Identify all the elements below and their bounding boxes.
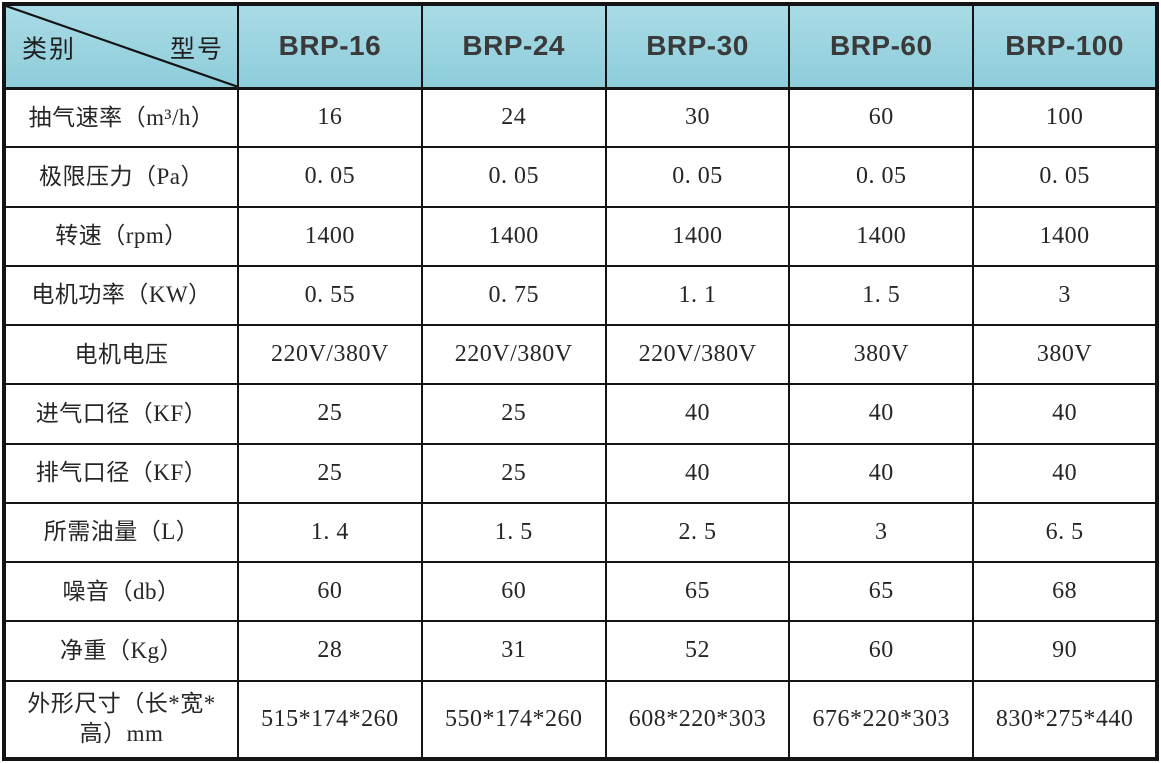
table-cell: 31 bbox=[420, 620, 607, 682]
corner-model-label: 型号 bbox=[169, 36, 224, 64]
table-cell: 25 bbox=[420, 383, 607, 445]
table-cell: 25 bbox=[237, 442, 423, 504]
table-cell: 676*220*303 bbox=[788, 679, 975, 761]
table-cell: 40 bbox=[788, 383, 975, 445]
table-cell: 25 bbox=[237, 383, 423, 445]
table-row: 电机电压 220V/380V 220V/380V 220V/380V 380V 380V bbox=[2, 323, 1159, 386]
table-row: 极限压力（Pa） 0. 05 0. 05 0. 05 0. 05 0. 05 bbox=[2, 146, 1159, 208]
table-cell: 0. 55 bbox=[237, 264, 423, 327]
table-cell: 515*174*260 bbox=[237, 679, 423, 761]
table-cell: 1400 bbox=[420, 205, 607, 267]
table-cell: 3 bbox=[972, 264, 1159, 327]
table-cell: 65 bbox=[604, 560, 791, 623]
corner-category-label: 类别 bbox=[22, 36, 77, 64]
table-cell: 0. 05 bbox=[604, 146, 791, 208]
column-header: BRP-24 bbox=[420, 2, 607, 90]
table-row: 进气口径（KF） 25 25 40 40 40 bbox=[2, 383, 1159, 445]
table-cell: 24 bbox=[420, 86, 607, 149]
table-cell: 830*275*440 bbox=[972, 679, 1159, 761]
row-label: 净重（Kg） bbox=[2, 620, 239, 682]
row-label: 转速（rpm） bbox=[2, 205, 239, 267]
row-label: 抽气速率（m³/h） bbox=[2, 86, 239, 149]
column-header: BRP-30 bbox=[604, 2, 791, 90]
table-row: 转速（rpm） 1400 1400 1400 1400 1400 bbox=[2, 205, 1159, 267]
column-header: BRP-60 bbox=[788, 2, 975, 90]
row-label: 极限压力（Pa） bbox=[2, 146, 239, 208]
table-row: 所需油量（L） 1. 4 1. 5 2. 5 3 6. 5 bbox=[2, 501, 1159, 564]
table-row: 净重（Kg） 28 31 52 60 90 bbox=[2, 620, 1159, 682]
column-header: BRP-16 bbox=[237, 2, 423, 90]
table-cell: 220V/380V bbox=[237, 323, 423, 386]
column-header: BRP-100 bbox=[972, 2, 1159, 90]
row-label: 电机电压 bbox=[2, 323, 239, 386]
diagonal-divider bbox=[6, 6, 237, 87]
table-cell: 60 bbox=[788, 620, 975, 682]
table-cell: 0. 75 bbox=[420, 264, 607, 327]
table-cell: 3 bbox=[788, 501, 975, 564]
table-cell: 0. 05 bbox=[972, 146, 1159, 208]
table-cell: 100 bbox=[972, 86, 1159, 149]
table-cell: 6. 5 bbox=[972, 501, 1159, 564]
row-label: 排气口径（KF） bbox=[2, 442, 239, 504]
table-cell: 0. 05 bbox=[788, 146, 975, 208]
table-row: 外形尺寸（长*宽*高）mm 515*174*260 550*174*260 608*2… bbox=[2, 679, 1159, 761]
table-cell: 40 bbox=[604, 383, 791, 445]
table-cell: 220V/380V bbox=[604, 323, 791, 386]
table-cell: 550*174*260 bbox=[420, 679, 607, 761]
table-cell: 25 bbox=[420, 442, 607, 504]
table-cell: 52 bbox=[604, 620, 791, 682]
table-cell: 1400 bbox=[972, 205, 1159, 267]
table-cell: 60 bbox=[420, 560, 607, 623]
table-cell: 40 bbox=[972, 383, 1159, 445]
table-cell: 1. 5 bbox=[788, 264, 975, 327]
row-label: 所需油量（L） bbox=[2, 501, 239, 564]
table-cell: 1. 4 bbox=[237, 501, 423, 564]
table-cell: 1. 1 bbox=[604, 264, 791, 327]
table-cell: 65 bbox=[788, 560, 975, 623]
table-row: 抽气速率（m³/h） 16 24 30 60 100 bbox=[2, 86, 1159, 149]
row-label: 外形尺寸（长*宽*高）mm bbox=[2, 679, 239, 761]
table-cell: 30 bbox=[604, 86, 791, 149]
table-cell: 40 bbox=[972, 442, 1159, 504]
table-cell: 28 bbox=[237, 620, 423, 682]
table-cell: 1400 bbox=[604, 205, 791, 267]
table-cell: 90 bbox=[972, 620, 1159, 682]
table-row: 排气口径（KF） 25 25 40 40 40 bbox=[2, 442, 1159, 504]
table-cell: 1400 bbox=[788, 205, 975, 267]
table-cell: 2. 5 bbox=[604, 501, 791, 564]
table-cell: 1400 bbox=[237, 205, 423, 267]
corner-cell: 类别 型号 bbox=[2, 2, 239, 90]
table-cell: 1. 5 bbox=[420, 501, 607, 564]
table-cell: 220V/380V bbox=[420, 323, 607, 386]
table-row: 噪音（db） 60 60 65 65 68 bbox=[2, 560, 1159, 623]
table-cell: 40 bbox=[604, 442, 791, 504]
table-cell: 40 bbox=[788, 442, 975, 504]
row-label: 进气口径（KF） bbox=[2, 383, 239, 445]
row-label: 噪音（db） bbox=[2, 560, 239, 623]
table-cell: 60 bbox=[788, 86, 975, 149]
table-cell: 60 bbox=[237, 560, 423, 623]
table-cell: 16 bbox=[237, 86, 423, 149]
table-cell: 0. 05 bbox=[237, 146, 423, 208]
table-cell: 0. 05 bbox=[420, 146, 607, 208]
header-row: 类别 型号 BRP-16 BRP-24 BRP-30 BRP-60 BRP-100 bbox=[2, 2, 1159, 90]
table-cell: 608*220*303 bbox=[604, 679, 791, 761]
table-cell: 68 bbox=[972, 560, 1159, 623]
table-cell: 380V bbox=[972, 323, 1159, 386]
table-cell: 380V bbox=[788, 323, 975, 386]
row-label: 电机功率（KW） bbox=[2, 264, 239, 327]
